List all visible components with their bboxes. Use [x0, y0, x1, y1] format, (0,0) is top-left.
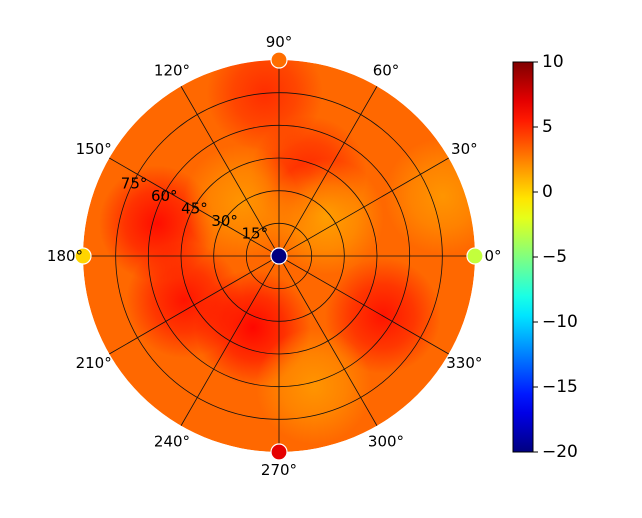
- colorbar-gradient: [512, 61, 534, 453]
- radial-tick-label: 75°: [121, 174, 148, 192]
- colorbar-tick-label: −20: [542, 442, 578, 462]
- angular-gridline: [278, 86, 378, 257]
- data-marker: [270, 51, 288, 69]
- radial-tick-label: 30°: [211, 212, 238, 230]
- theta-tick-label: 180°: [47, 247, 83, 265]
- data-marker: [270, 247, 288, 265]
- marker-layer: [74, 51, 484, 461]
- angular-gridline: [180, 86, 280, 257]
- radial-tick-label: 15°: [242, 224, 269, 242]
- theta-tick-label: 240°: [154, 432, 190, 450]
- polar-grid: [83, 60, 475, 452]
- heatmap-field: [83, 60, 475, 452]
- axis-labels: 0° 30° 60° 90° 120° 150° 180° 210° 240° 270° 300° 3…: [47, 33, 502, 479]
- theta-tick-label: 30°: [451, 140, 478, 158]
- colorbar-tick-label: 10: [542, 52, 564, 72]
- heatmap-hotspot: [255, 328, 372, 445]
- colorbar-tick-label: 0: [542, 182, 553, 202]
- angular-gridline: [109, 157, 280, 257]
- angular-gridline: [278, 255, 378, 426]
- theta-tick-label: 120°: [154, 62, 190, 80]
- data-marker: [270, 443, 288, 461]
- theta-tick-label: 330°: [446, 354, 482, 372]
- data-marker: [74, 247, 92, 265]
- colorbar-tick-label: −10: [542, 312, 578, 332]
- theta-tick-label: 90°: [266, 33, 293, 51]
- theta-tick-label: 60°: [373, 62, 400, 80]
- angular-gridline: [278, 157, 449, 257]
- theta-tick-label: 300°: [368, 432, 404, 450]
- heatmap-hotspot: [384, 138, 475, 255]
- theta-tick-label: 0°: [484, 247, 501, 265]
- angular-gridline: [180, 255, 280, 426]
- theta-tick-label: 270°: [261, 461, 297, 479]
- colorbar-tick-label: −15: [542, 377, 578, 397]
- colorbar-tick-label: 5: [542, 117, 553, 137]
- radial-tick-label: 60°: [151, 187, 178, 205]
- theta-tick-label: 210°: [76, 354, 112, 372]
- angular-gridline: [278, 255, 449, 355]
- data-marker: [466, 247, 484, 265]
- colorbar-tick-label: −5: [542, 247, 567, 267]
- radial-tick-label: 45°: [181, 199, 208, 217]
- colorbar: 10 5 0 −5 −10 −15 −20: [512, 52, 578, 462]
- angular-gridline: [109, 255, 280, 355]
- theta-tick-label: 150°: [76, 140, 112, 158]
